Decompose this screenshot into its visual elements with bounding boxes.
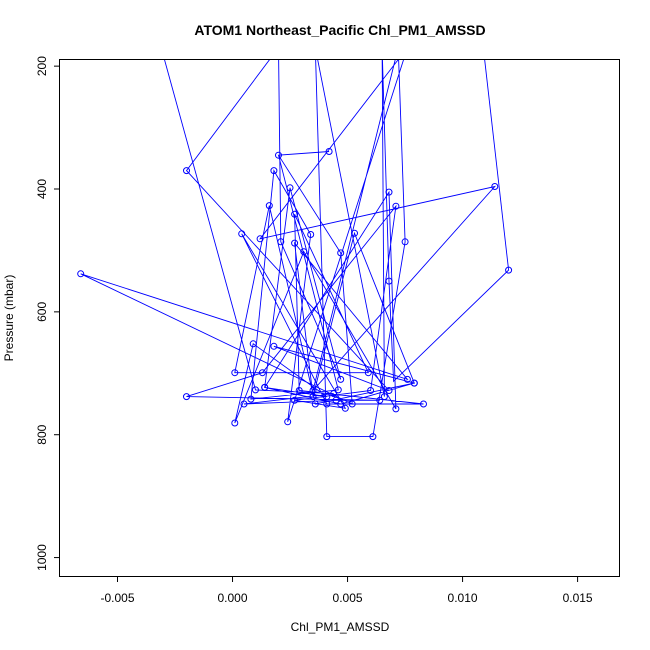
- data-point: [307, 231, 315, 238]
- data-point: [291, 396, 299, 404]
- data-point: [348, 400, 356, 408]
- x-tick-label: 0.005: [333, 591, 363, 605]
- y-tick-label: 400: [35, 179, 49, 199]
- series-line: [80, 60, 510, 438]
- plot-area: [77, 60, 513, 441]
- data-point: [337, 400, 345, 408]
- data-point: [491, 183, 499, 190]
- data-point: [332, 396, 340, 404]
- data-point: [401, 238, 409, 246]
- data-point: [323, 400, 331, 408]
- data-point: [291, 239, 299, 247]
- data-point: [420, 400, 427, 408]
- data-point: [323, 433, 331, 441]
- data-point: [295, 387, 303, 394]
- data-point: [392, 405, 400, 413]
- data-point: [385, 188, 393, 196]
- data-point: [410, 379, 418, 387]
- data-point: [231, 419, 239, 427]
- data-point: [256, 235, 264, 243]
- data-point: [341, 404, 349, 412]
- y-tick-label: 200: [35, 56, 49, 76]
- y-tick-label: 600: [35, 302, 49, 322]
- data-point: [385, 277, 393, 285]
- data-point: [334, 386, 342, 394]
- x-tick-label: 0.015: [563, 591, 593, 605]
- x-axis-label: Chl_PM1_AMSSD: [291, 620, 390, 634]
- data-point: [275, 151, 282, 159]
- data-point: [323, 393, 331, 401]
- data-point: [385, 387, 393, 394]
- x-tick-label: 0.000: [218, 591, 248, 605]
- data-point: [330, 390, 338, 398]
- data-point: [261, 383, 269, 391]
- x-tick-label: -0.005: [100, 591, 134, 605]
- data-point: [238, 230, 246, 238]
- data-point: [325, 148, 333, 155]
- data-point: [247, 395, 255, 403]
- x-axis: -0.005 0.000 0.005 0.010 0.015: [100, 576, 593, 605]
- data-point: [284, 418, 292, 426]
- data-point: [270, 167, 278, 175]
- data-point: [286, 184, 294, 192]
- data-point: [258, 369, 266, 377]
- data-point: [337, 249, 345, 257]
- data-point: [183, 393, 190, 401]
- data-point: [351, 229, 358, 237]
- chart-title: ATOM1 Northeast_Pacific Chl_PM1_AMSSD: [194, 22, 485, 38]
- data-point: [77, 270, 85, 278]
- data-point: [249, 340, 257, 348]
- data-point: [392, 202, 400, 210]
- data-point: [403, 375, 411, 383]
- data-point: [183, 167, 190, 175]
- plot-frame: [59, 59, 620, 577]
- data-point: [311, 400, 319, 408]
- data-point: [380, 393, 388, 401]
- data-point: [300, 248, 308, 256]
- data-point: [309, 393, 317, 401]
- y-tick-label: 1000: [35, 544, 49, 571]
- data-point: [369, 433, 377, 441]
- data-point: [291, 210, 299, 218]
- data-point: [505, 266, 513, 274]
- data-point: [240, 400, 248, 408]
- y-axis-label: Pressure (mbar): [2, 275, 16, 362]
- data-point: [364, 369, 372, 377]
- data-point: [265, 202, 273, 210]
- data-point: [337, 375, 345, 383]
- data-point: [270, 342, 278, 350]
- y-tick-label: 800: [35, 424, 49, 444]
- data-point: [376, 396, 384, 404]
- y-axis: 200 400 600 800 1000: [35, 56, 60, 571]
- data-point: [231, 369, 239, 377]
- data-point: [277, 238, 285, 246]
- data-point: [367, 387, 375, 394]
- x-tick-label: 0.010: [448, 591, 478, 605]
- data-point: [252, 386, 259, 394]
